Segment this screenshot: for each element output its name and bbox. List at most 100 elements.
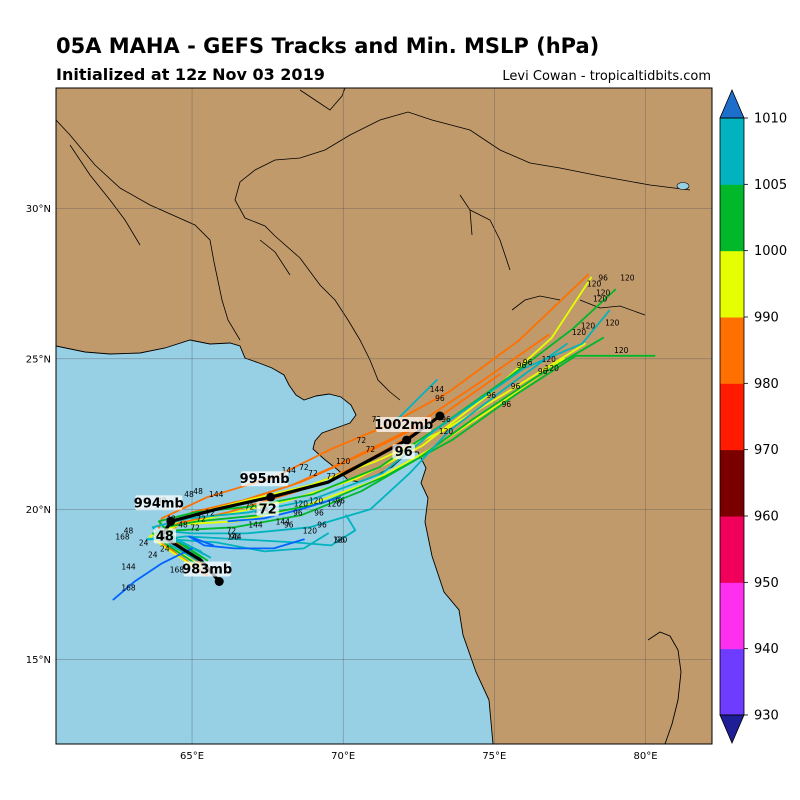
forecast-hour-label: 72 bbox=[308, 469, 318, 478]
forecast-hour-label: 96 bbox=[314, 508, 324, 517]
colorbar-band bbox=[720, 582, 744, 650]
forecast-hour-label: 72 bbox=[227, 526, 237, 535]
colorbar-tick-label: 1005 bbox=[754, 178, 787, 193]
annotation-label: 1002mb bbox=[374, 418, 433, 433]
forecast-hour-label: 144 bbox=[282, 466, 297, 475]
forecast-hour-label: 72 bbox=[245, 502, 255, 511]
mean-track-point bbox=[435, 411, 445, 421]
forecast-hour-label: 120 bbox=[309, 496, 324, 505]
mean-track-point bbox=[266, 492, 276, 502]
pressure-annotation: 994mb bbox=[134, 495, 184, 511]
forecast-hour-label: 96 bbox=[598, 274, 608, 283]
colorbar-tick-label: 930 bbox=[754, 709, 779, 724]
forecast-hour-label: 120 bbox=[542, 355, 557, 364]
colorbar-tick-label: 980 bbox=[754, 377, 779, 392]
forecast-hour-label: 48 bbox=[193, 487, 203, 496]
axis-ticks: 65°E 70°E 75°E 80°E 15°N 20°N 25°N 30°N bbox=[26, 204, 658, 762]
forecast-hour-label: 144 bbox=[121, 562, 136, 571]
forecast-hour-label: 96 bbox=[335, 496, 345, 505]
init-time-subtitle: Initialized at 12z Nov 03 2019 bbox=[56, 65, 325, 84]
forecast-hour-label: 96 bbox=[441, 415, 451, 424]
forecast-hour-label: 72 bbox=[205, 508, 215, 517]
pressure-annotation: 1002mb bbox=[374, 417, 433, 433]
forecast-hour-label: 144 bbox=[227, 532, 242, 541]
forecast-hour-label: 72 bbox=[357, 436, 367, 445]
pressure-annotation: 96 bbox=[392, 444, 415, 460]
forecast-hour-label: 120 bbox=[545, 364, 560, 373]
credit-text: Levi Cowan - tropicaltidbits.com bbox=[502, 69, 711, 84]
forecast-hour-label: 120 bbox=[581, 322, 596, 331]
pressure-annotation: 48 bbox=[153, 528, 177, 544]
forecast-hour-label: 96 bbox=[435, 394, 445, 403]
colorbar-tick-label: 950 bbox=[754, 576, 779, 591]
mean-track-point bbox=[214, 577, 224, 587]
lon-tick-label: 70°E bbox=[331, 751, 355, 762]
forecast-hour-label: 72 bbox=[366, 445, 376, 454]
forecast-hour-label: 120 bbox=[336, 457, 351, 466]
coastline bbox=[56, 339, 682, 744]
forecast-hour-label: 72 bbox=[326, 472, 336, 481]
forecast-hour-label: 96 bbox=[335, 535, 345, 544]
chart-title: 05A MAHA - GEFS Tracks and Min. MSLP (hP… bbox=[56, 34, 600, 58]
forecast-hour-label: 144 bbox=[276, 517, 291, 526]
lon-tick-label: 65°E bbox=[180, 751, 204, 762]
forecast-hour-label: 168 bbox=[170, 565, 185, 574]
landmass-island bbox=[641, 632, 681, 744]
forecast-hour-label: 72 bbox=[299, 463, 309, 472]
colorbar-band bbox=[720, 648, 744, 716]
forecast-hour-label: 96 bbox=[538, 367, 548, 376]
forecast-hour-label: 120 bbox=[605, 319, 620, 328]
colorbar-under-arrow bbox=[719, 714, 745, 745]
member-track bbox=[188, 535, 305, 550]
forecast-hour-label: 96 bbox=[502, 400, 512, 409]
forecast-hour-label: 144 bbox=[209, 490, 224, 499]
forecast-hour-label: 96 bbox=[487, 391, 497, 400]
forecast-hour-label: 72 bbox=[190, 523, 200, 532]
mean-track-line bbox=[160, 414, 441, 583]
lat-tick-label: 25°N bbox=[26, 354, 51, 365]
forecast-hour-label: 48 bbox=[178, 520, 188, 529]
colorbar-frame bbox=[719, 117, 745, 716]
annotation-label: 96 bbox=[395, 445, 413, 460]
annotation-box bbox=[153, 528, 177, 544]
forecast-hour-label: 120 bbox=[439, 427, 454, 436]
colorbar-tick-label: 1000 bbox=[754, 244, 787, 259]
ensemble-mean-track bbox=[160, 411, 445, 587]
member-track bbox=[157, 288, 617, 559]
annotation-box bbox=[376, 417, 432, 433]
country-borders bbox=[56, 88, 691, 401]
forecast-hour-label: 48 bbox=[184, 490, 194, 499]
forecast-hour-label: 168 bbox=[115, 532, 130, 541]
forecast-hour-label: 120 bbox=[614, 346, 629, 355]
forecast-hour-label: 96 bbox=[511, 382, 521, 391]
colorbar-tick-label: 940 bbox=[754, 642, 779, 657]
colorbar-band bbox=[720, 449, 744, 517]
colorbar: 930 940 950 960 970 980 990 1000 1005 1010 bbox=[719, 88, 787, 745]
forecast-hour-label: 120 bbox=[303, 526, 318, 535]
forecast-hour-label: 96 bbox=[284, 520, 294, 529]
forecast-hour-label: 120 bbox=[620, 274, 635, 283]
member-track bbox=[396, 378, 438, 420]
forecast-hour-label: 120 bbox=[572, 328, 587, 337]
colorbar-over-arrow bbox=[719, 88, 745, 119]
lon-tick-label: 80°E bbox=[633, 751, 657, 762]
forecast-hour-label: 96 bbox=[293, 508, 303, 517]
annotation-box bbox=[392, 444, 415, 460]
colorbar-band bbox=[720, 317, 744, 384]
forecast-hour-label: 24 bbox=[148, 550, 158, 559]
forecast-hour-label: 120 bbox=[593, 295, 608, 304]
map-frame bbox=[55, 87, 713, 745]
annotation-box bbox=[256, 501, 279, 517]
forecast-hour-label: 168 bbox=[121, 584, 136, 593]
forecast-hour-label: 120 bbox=[333, 535, 348, 544]
annotation-box bbox=[241, 471, 289, 487]
forecast-hour-label: 120 bbox=[327, 499, 342, 508]
pressure-annotation: 72 bbox=[256, 501, 279, 517]
colorbar-band bbox=[720, 383, 744, 451]
forecast-hour-label: 120 bbox=[294, 499, 309, 508]
forecast-hour-label: 120 bbox=[587, 280, 602, 289]
lon-tick-label: 75°E bbox=[482, 751, 506, 762]
mean-track-point bbox=[166, 516, 176, 526]
